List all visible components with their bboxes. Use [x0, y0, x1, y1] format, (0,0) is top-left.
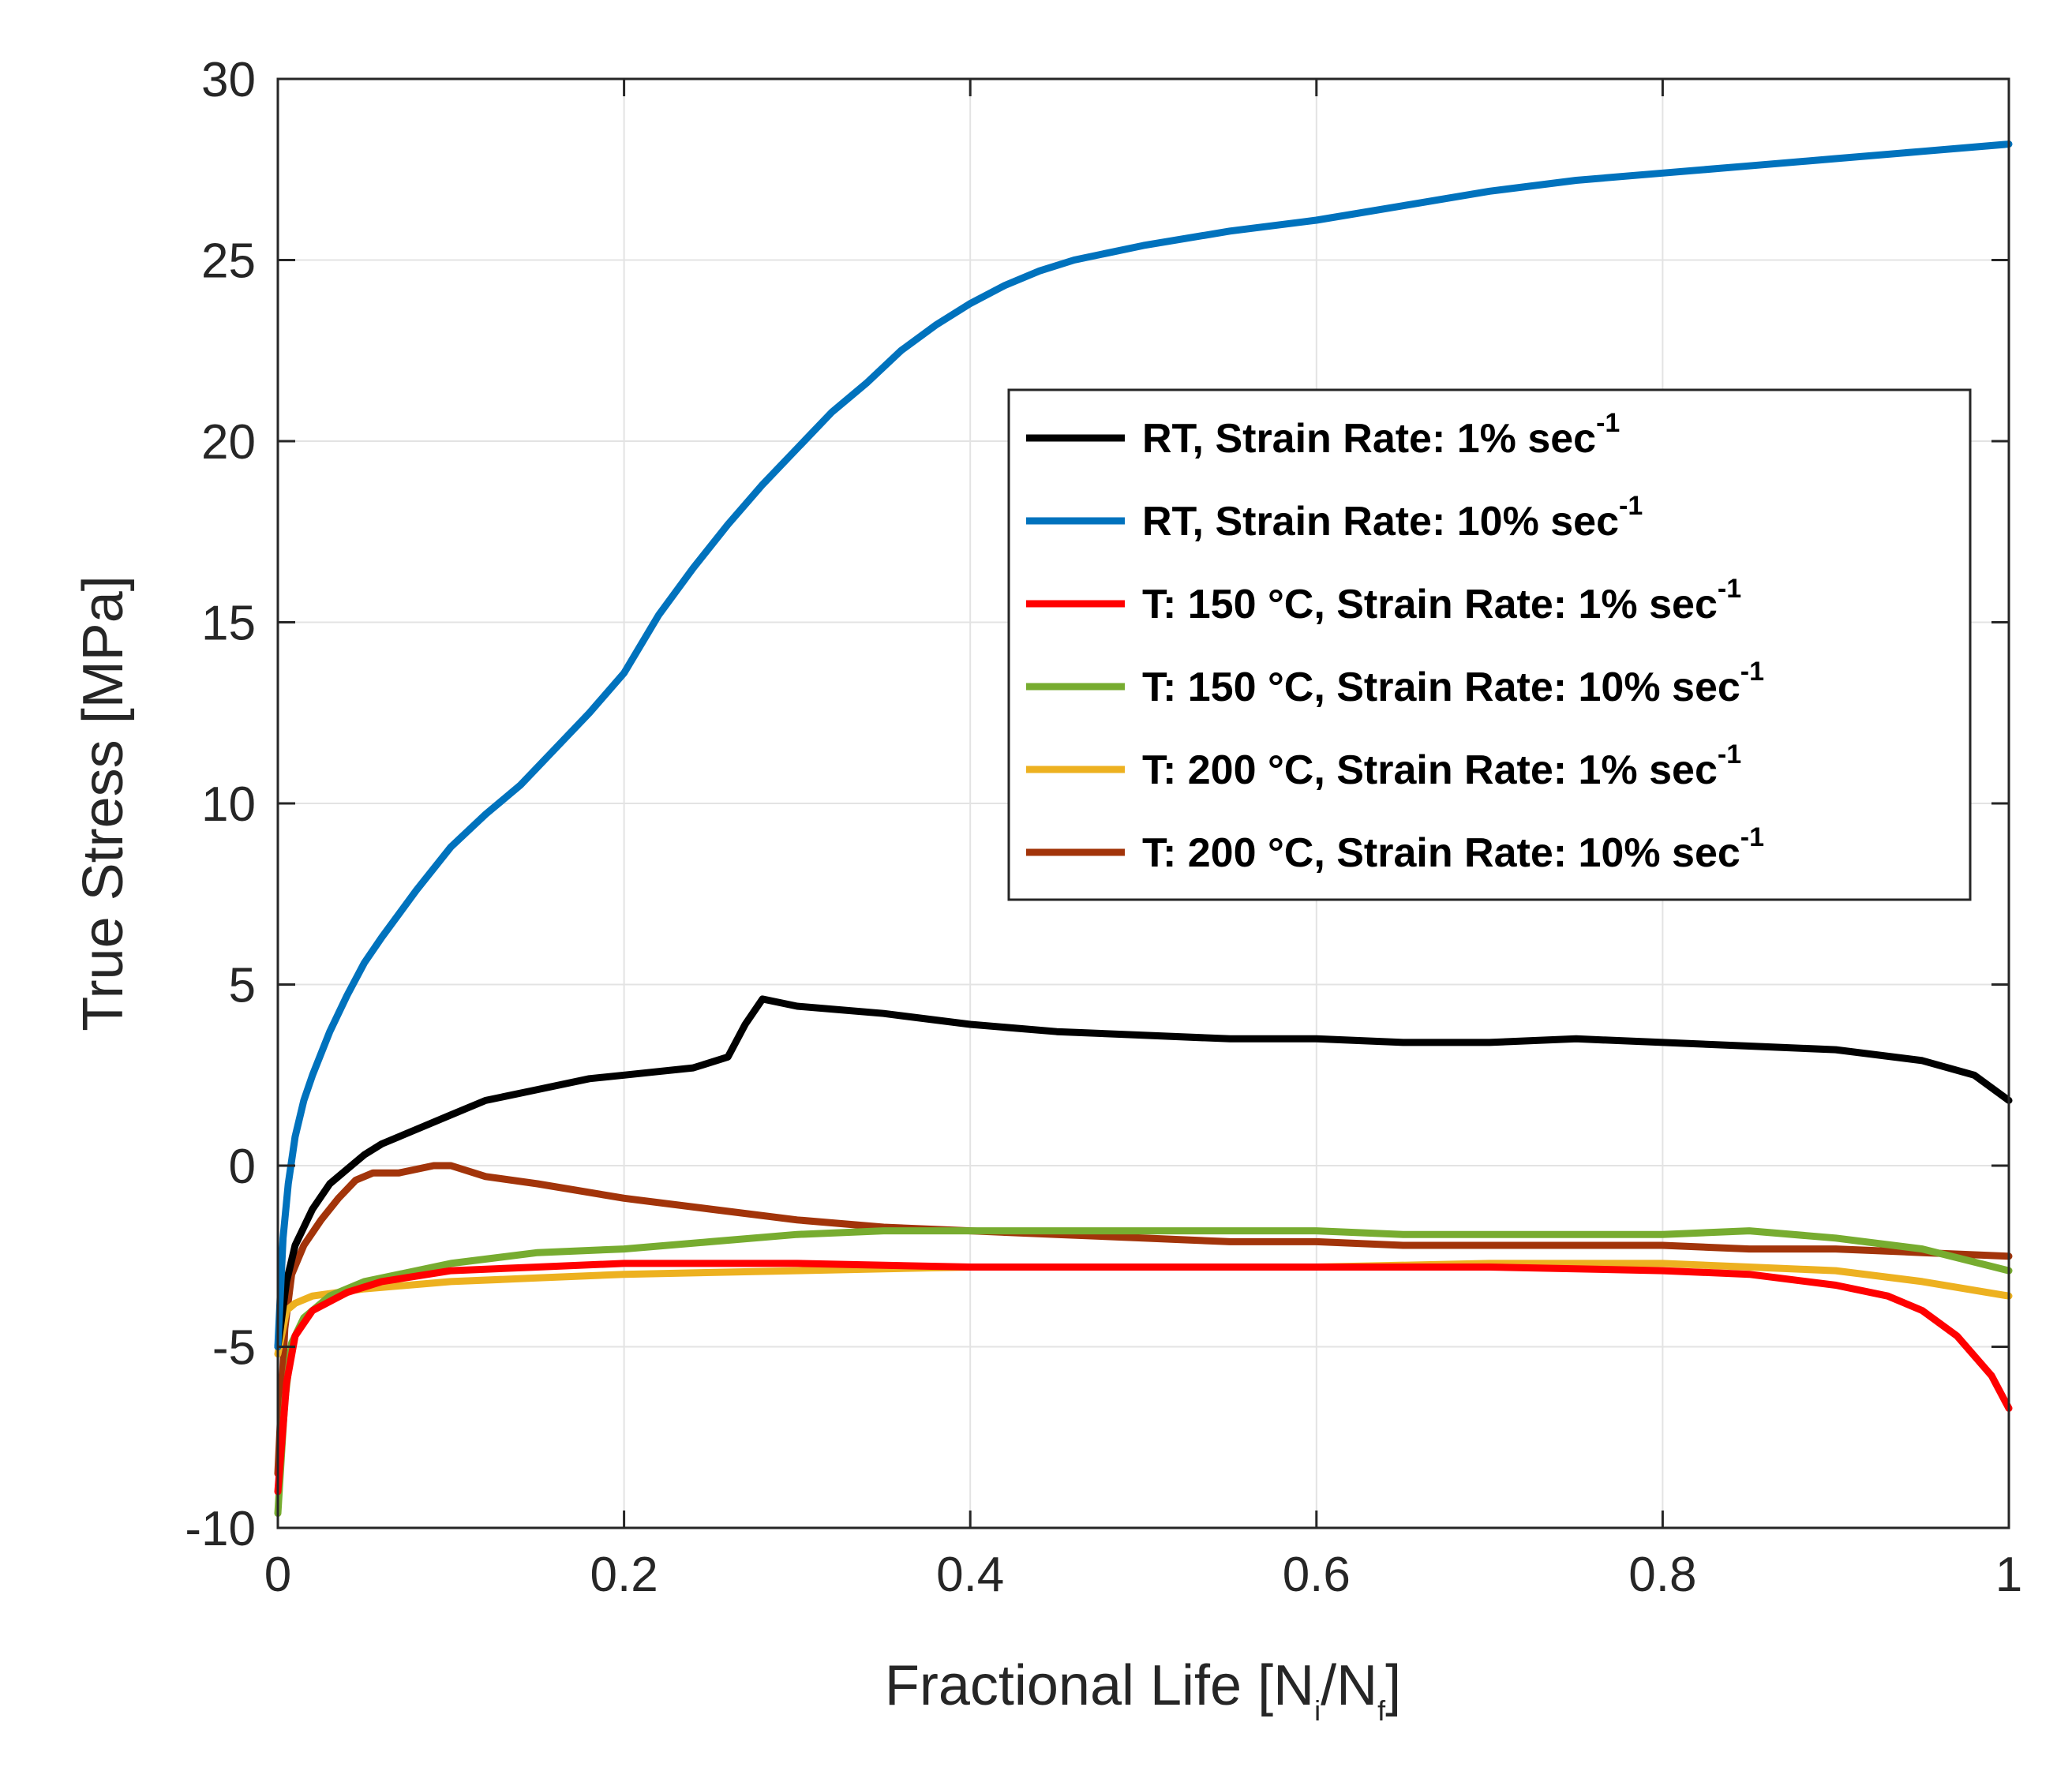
y-tick-label: -10 — [185, 1502, 256, 1556]
legend-label-5: T: 200 °C, Strain Rate: 1% sec-1 — [1142, 739, 1741, 793]
x-tick-label: 0 — [264, 1548, 291, 1602]
x-tick-label: 1 — [1995, 1548, 2022, 1602]
legend-label-4: T: 150 °C, Strain Rate: 10% sec-1 — [1142, 657, 1764, 710]
legend-label-2: RT, Strain Rate: 10% sec-1 — [1142, 491, 1643, 545]
y-tick-label: 25 — [201, 234, 256, 289]
legend-box — [1007, 388, 1972, 901]
x-tick-label: 0.6 — [1283, 1548, 1351, 1602]
y-tick-label: 10 — [201, 777, 256, 832]
legend-label-1: RT, Strain Rate: 1% sec-1 — [1142, 408, 1620, 462]
y-tick-label: 5 — [229, 959, 256, 1013]
series-line-6 — [274, 1162, 2013, 1477]
series-line-4 — [274, 1227, 2013, 1518]
x-tick-label: 0.2 — [590, 1548, 658, 1602]
y-tick-label: -5 — [212, 1321, 256, 1376]
y-axis-title: True Stress [MPa] — [72, 575, 135, 1031]
series-line-3 — [274, 1260, 2013, 1496]
x-tick-label: 0.4 — [936, 1548, 1004, 1602]
series-layer — [274, 140, 2013, 1518]
axis-ticks: 0 0.2 0.4 0.6 0.8 1 -10 -5 0 5 10 15 20 25 30 — [185, 53, 2022, 1602]
y-tick-label: 15 — [201, 597, 256, 651]
y-tick-label: 20 — [201, 415, 256, 470]
x-tick-label: 0.8 — [1628, 1548, 1696, 1602]
series-line-2 — [274, 140, 2013, 1350]
y-tick-label: 30 — [201, 53, 256, 107]
legend-label-6: T: 200 °C, Strain Rate: 10% sec-1 — [1142, 822, 1764, 876]
x-axis-title: Fractional Life [Ni/Nf] — [885, 1654, 1401, 1727]
legend: RT, Strain Rate: 1% sec-1 RT, Strain Rate… — [1007, 388, 1972, 901]
series-line-1 — [274, 995, 2013, 1350]
series-line-5 — [274, 1260, 2013, 1358]
y-tick-label: 0 — [229, 1140, 256, 1194]
legend-label-3: T: 150 °C, Strain Rate: 1% sec-1 — [1142, 574, 1741, 627]
